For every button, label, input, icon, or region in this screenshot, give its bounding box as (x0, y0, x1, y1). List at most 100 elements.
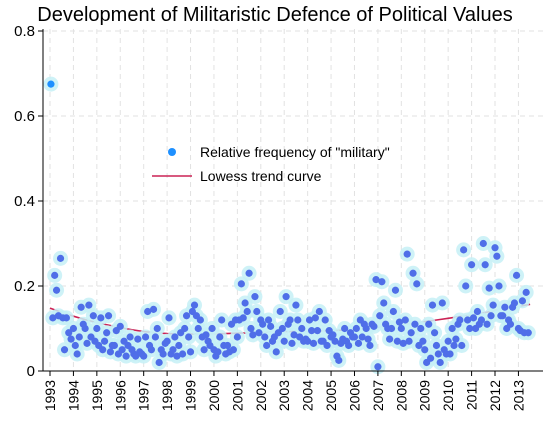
data-point (239, 314, 247, 322)
data-point (104, 312, 113, 320)
data-point (362, 324, 370, 333)
data-point (208, 324, 216, 333)
data-point (438, 299, 446, 307)
data-point (522, 288, 530, 296)
y-tick-label: 0.2 (14, 278, 35, 295)
data-point (97, 314, 105, 322)
data-point (255, 329, 263, 337)
data-point (147, 346, 156, 354)
data-point (81, 324, 89, 333)
data-point (493, 252, 501, 260)
data-point (366, 341, 374, 350)
data-point (245, 269, 253, 277)
data-point (323, 341, 331, 350)
data-point (434, 350, 442, 358)
data-point (305, 316, 314, 324)
y-tick-label: 0 (27, 363, 35, 380)
data-point (229, 346, 237, 354)
data-point (83, 339, 91, 347)
data-point (69, 324, 78, 333)
data-point (425, 320, 433, 328)
data-points (47, 80, 532, 371)
data-point (489, 301, 497, 309)
data-point (186, 348, 195, 356)
data-point (165, 314, 173, 322)
data-point (103, 329, 111, 337)
data-point (62, 314, 70, 322)
data-point (413, 280, 421, 288)
data-point (405, 337, 413, 345)
data-point (106, 348, 115, 356)
data-point (190, 301, 199, 309)
data-point (99, 346, 107, 354)
data-point (202, 331, 210, 339)
data-point (194, 324, 202, 333)
data-point (237, 280, 245, 288)
data-point (450, 341, 458, 350)
data-point (506, 320, 515, 328)
data-point (182, 312, 191, 320)
data-point (370, 322, 378, 330)
data-point (462, 282, 470, 290)
data-point (403, 250, 411, 258)
data-point (118, 346, 126, 354)
data-point (428, 301, 437, 309)
x-tick-label: 2010 (440, 380, 456, 411)
data-point (253, 307, 261, 316)
data-point (352, 324, 360, 333)
data-point (196, 316, 204, 324)
data-point (510, 299, 519, 307)
data-point (473, 307, 482, 316)
y-tick-label: 0.4 (14, 193, 35, 210)
data-point (65, 329, 73, 337)
x-tick-label: 2009 (417, 380, 433, 411)
data-point (430, 329, 439, 337)
data-point (518, 297, 527, 305)
x-tick-label: 2001 (229, 380, 245, 411)
data-point (393, 337, 401, 345)
data-point (259, 320, 267, 328)
data-point (387, 324, 396, 333)
data-point (175, 341, 183, 350)
data-point (286, 316, 294, 324)
data-point (264, 316, 273, 324)
data-point (216, 333, 224, 341)
data-point (159, 350, 167, 358)
data-point (358, 333, 366, 341)
data-point (421, 346, 429, 354)
data-point (134, 335, 142, 343)
data-point (483, 320, 491, 328)
y-tick-label: 0.6 (14, 108, 35, 125)
data-point (469, 314, 478, 322)
data-point (501, 303, 509, 311)
data-point (153, 324, 161, 333)
data-point (292, 301, 300, 309)
data-point (395, 318, 404, 326)
legend: Relative frequency of "military" Lowess … (152, 144, 390, 184)
data-point (524, 329, 532, 337)
data-point (200, 346, 208, 354)
data-point (380, 299, 388, 307)
data-point (181, 324, 189, 333)
data-point (178, 350, 187, 358)
data-point (218, 316, 226, 324)
axes: 0 0.2 0.4 0.6 0.8 1993 1994 1995 1996 1997 1998 199… (14, 23, 543, 411)
data-point (309, 339, 318, 347)
data-point (499, 312, 507, 320)
data-point (444, 337, 452, 345)
data-point (214, 348, 222, 356)
data-point (487, 312, 495, 320)
x-tick-label: 1993 (42, 380, 58, 411)
x-tick-label: 2011 (464, 380, 480, 410)
data-point (446, 350, 454, 358)
data-point (466, 324, 474, 333)
data-point (47, 80, 55, 88)
data-point (378, 278, 386, 286)
data-point (233, 333, 241, 341)
data-point (335, 356, 343, 364)
data-point (374, 363, 382, 371)
data-point (364, 335, 372, 343)
data-point (241, 299, 249, 307)
data-point (432, 341, 441, 350)
